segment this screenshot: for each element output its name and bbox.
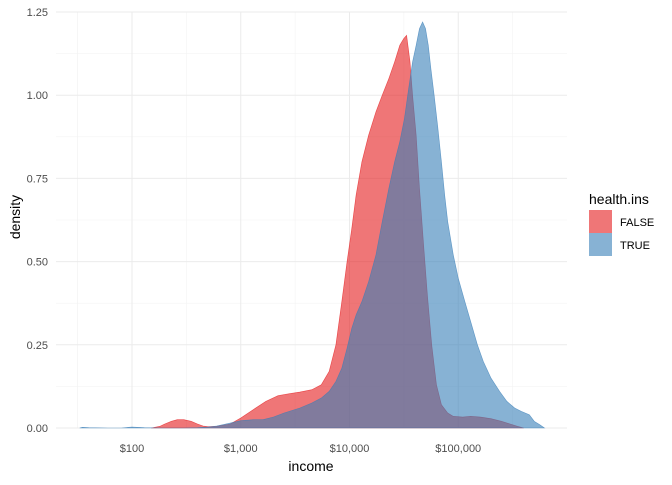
x-tick-label: $100 (120, 443, 144, 455)
x-tick-label: $100,000 (435, 443, 481, 455)
y-tick-label: 0.00 (27, 423, 48, 435)
legend-swatch-true (589, 233, 612, 256)
y-tick-label: 1.25 (27, 7, 48, 19)
x-tick-label: $10,000 (330, 443, 370, 455)
grid (56, 11, 567, 429)
y-tick-label: 0.50 (27, 257, 48, 269)
axis-ticks: $100 $1,000 $10,000 $100,000 0.00 0.25 0.50 0.7… (27, 7, 482, 455)
legend: health.ins FALSE TRUE (589, 191, 654, 256)
y-tick-label: 0.75 (27, 173, 48, 185)
y-tick-label: 0.25 (27, 340, 48, 352)
legend-label-false: FALSE (620, 217, 654, 229)
x-axis-title: income (288, 458, 333, 474)
density-areas (79, 21, 546, 429)
density-area-true (79, 21, 546, 429)
legend-swatch-false (589, 210, 612, 233)
y-tick-label: 1.00 (27, 90, 48, 102)
legend-label-true: TRUE (620, 240, 650, 252)
legend-title: health.ins (589, 191, 649, 207)
y-axis-title: density (7, 195, 23, 239)
x-tick-label: $1,000 (224, 443, 258, 455)
